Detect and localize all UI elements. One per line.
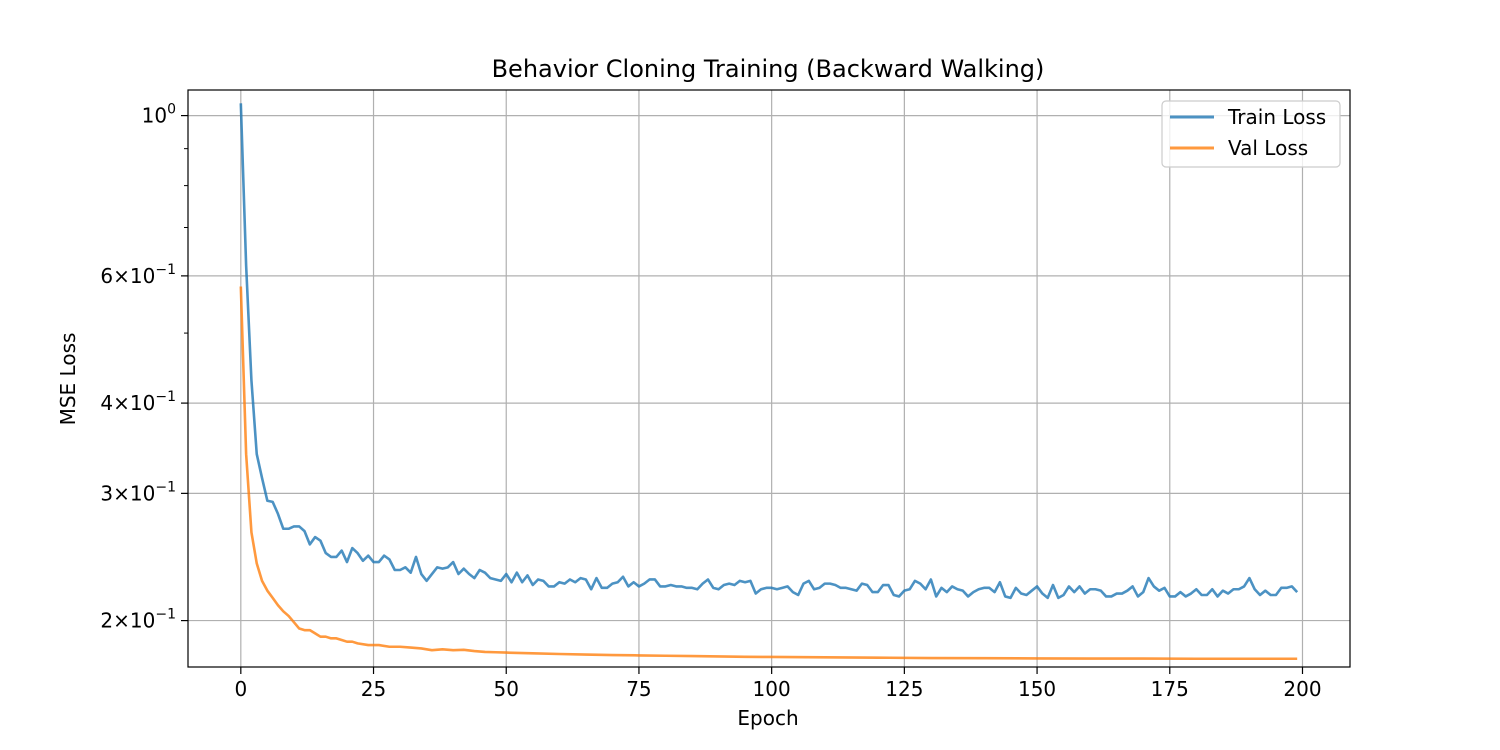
- x-tick-label-8: 200: [1283, 677, 1321, 701]
- x-tick-label-5: 125: [885, 677, 923, 701]
- x-tick-label-0: 0: [234, 677, 247, 701]
- x-tick-label-2: 50: [494, 677, 519, 701]
- grid: [188, 90, 1350, 667]
- legend-label-val: Val Loss: [1228, 136, 1308, 160]
- y-axis-ticks: 100 6×10−1 4×10−1 3×10−1 2×10−1: [100, 102, 188, 633]
- x-axis-ticks: 0 25 50 75 100 125 150 175 200: [234, 667, 1322, 701]
- x-tick-label-3: 75: [626, 677, 651, 701]
- chart-title: Behavior Cloning Training (Backward Walk…: [492, 55, 1045, 83]
- legend-label-train: Train Loss: [1227, 105, 1326, 129]
- y-tick-label-0: 100: [142, 102, 176, 128]
- x-tick-label-7: 175: [1151, 677, 1189, 701]
- x-tick-label-1: 25: [361, 677, 386, 701]
- legend: Train Loss Val Loss: [1161, 100, 1341, 168]
- x-axis-label: Epoch: [737, 706, 798, 730]
- series-line-val-loss: [239, 286, 1298, 661]
- y-tick-label-3: 3×10−1: [100, 479, 176, 505]
- x-tick-label-6: 150: [1018, 677, 1056, 701]
- x-tick-label-4: 100: [753, 677, 791, 701]
- y-tick-label-2: 4×10−1: [100, 389, 176, 415]
- y-tick-label-1: 6×10−1: [100, 262, 176, 288]
- series-line-train-loss: [239, 103, 1299, 600]
- y-tick-label-4: 2×10−1: [100, 607, 176, 633]
- y-axis-label: MSE Loss: [56, 333, 80, 426]
- series-lines: [239, 103, 1299, 661]
- plot-frame: [187, 89, 1351, 668]
